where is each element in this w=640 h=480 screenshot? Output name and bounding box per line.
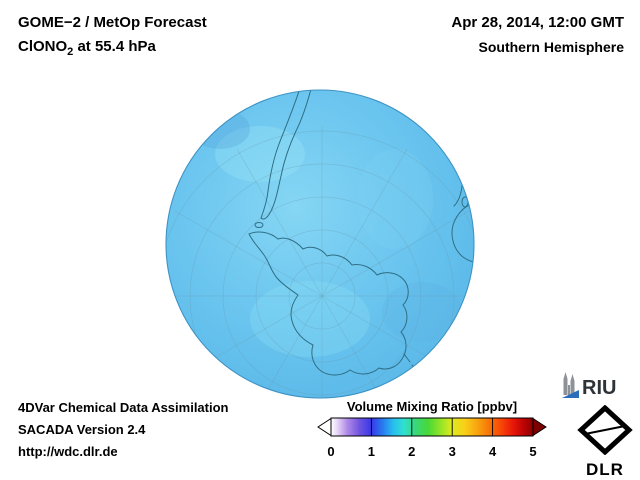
mixing-ratio-field [190,109,462,357]
tick-label-2: 2 [408,444,416,459]
globe-disc [166,90,474,398]
colorbar: Volume Mixing Ratio [ppbv] 0 1 2 3 4 5 [316,399,548,460]
dlr-logo: DLR [576,404,634,480]
riu-text: RIU [582,377,616,399]
version-label: SACADA Version 2.4 [18,422,146,437]
globe-rim [165,89,475,399]
globe-map [160,84,480,404]
url-label: http://wdc.dlr.de [18,444,118,459]
figure-title-block: GOME−2 / MetOp Forecast ClONO2 at 55.4 h… [18,11,207,64]
riu-logo: RIU [562,369,628,405]
pressure-level: at 55.4 hPa [73,38,156,55]
dlr-emblem-icon [577,404,633,456]
colorbar-gradient [330,417,534,437]
attribution-block: 4DVar Chemical Data Assimilation SACADA … [18,397,229,463]
colorbar-tick-labels: 0 1 2 3 4 5 [316,444,548,460]
colorbar-tick-marks [370,418,494,436]
dlr-text: DLR [586,460,624,479]
coastline-south-america [260,90,312,220]
figure-datetime-block: Apr 28, 2014, 12:00 GMT Southern Hemisph… [451,11,624,59]
instrument-title: GOME−2 / MetOp Forecast [18,14,207,31]
assimilation-label: 4DVar Chemical Data Assimilation [18,400,229,415]
species-level-title: ClONO2 at 55.4 hPa [18,35,207,64]
riu-wave-icon [562,390,579,398]
colorbar-over-arrow [532,417,547,437]
coastline-tierra-del-fuego [254,222,264,228]
species-subscript: 2 [67,46,74,58]
globe-svg [165,89,475,399]
timestamp-label: Apr 28, 2014, 12:00 GMT [451,14,624,31]
colorbar-title: Volume Mixing Ratio [ppbv] [346,399,518,414]
species-name: ClONO [18,38,68,55]
colorbar-scale [317,417,547,437]
tick-label-0: 0 [327,444,335,459]
riu-logo-svg: RIU [562,372,616,399]
colorbar-under-arrow [317,417,332,437]
tick-label-3: 3 [448,444,456,459]
hemisphere-label: Southern Hemisphere [478,39,624,55]
tick-label-5: 5 [529,444,537,459]
coastline-antarctica [248,231,409,376]
tick-label-1: 1 [367,444,376,459]
cathedral-icon [563,372,575,395]
tick-label-4: 4 [488,444,497,459]
